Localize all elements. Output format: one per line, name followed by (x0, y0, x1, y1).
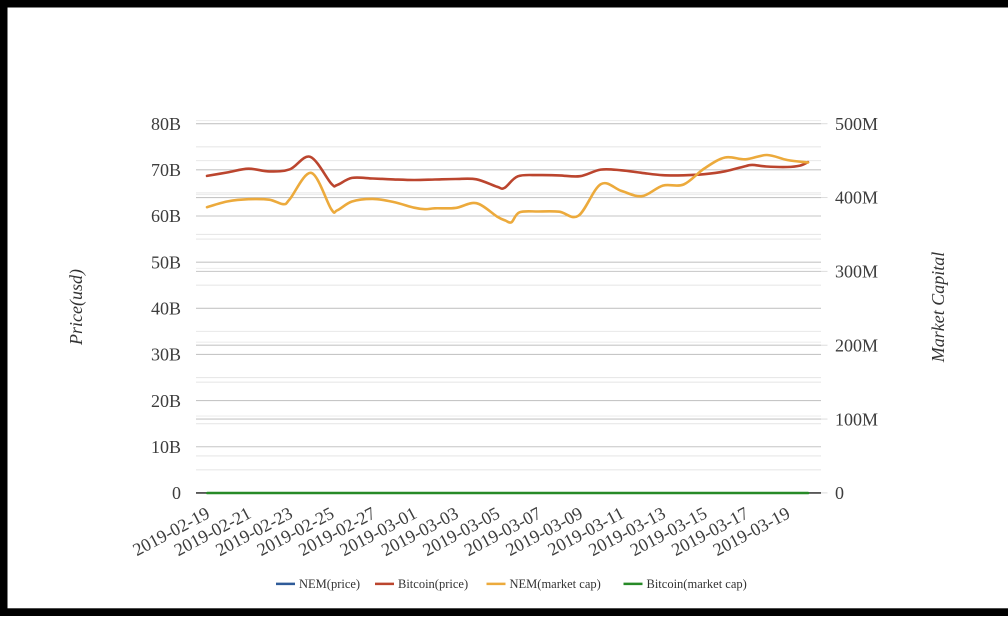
svg-text:500M: 500M (835, 114, 878, 134)
svg-text:50B: 50B (151, 252, 181, 272)
svg-text:NEM(market cap): NEM(market cap) (510, 577, 601, 591)
svg-text:200M: 200M (835, 335, 878, 355)
svg-text:10B: 10B (151, 437, 181, 457)
svg-text:300M: 300M (835, 262, 878, 282)
svg-text:Bitcoin(market cap): Bitcoin(market cap) (647, 577, 747, 591)
svg-text:60B: 60B (151, 206, 181, 226)
svg-text:30B: 30B (151, 345, 181, 365)
svg-text:20B: 20B (151, 391, 181, 411)
svg-text:100M: 100M (835, 409, 878, 429)
svg-text:70B: 70B (151, 160, 181, 180)
svg-text:0: 0 (835, 483, 844, 503)
svg-text:NEM(price): NEM(price) (299, 577, 360, 591)
svg-text:0: 0 (172, 483, 181, 503)
svg-text:80B: 80B (151, 114, 181, 134)
svg-text:Market Capital: Market Capital (928, 252, 948, 364)
svg-text:400M: 400M (835, 188, 878, 208)
svg-text:Bitcoin(price): Bitcoin(price) (398, 577, 468, 591)
svg-text:Price(usd): Price(usd) (66, 269, 87, 346)
svg-text:40B: 40B (151, 299, 181, 319)
